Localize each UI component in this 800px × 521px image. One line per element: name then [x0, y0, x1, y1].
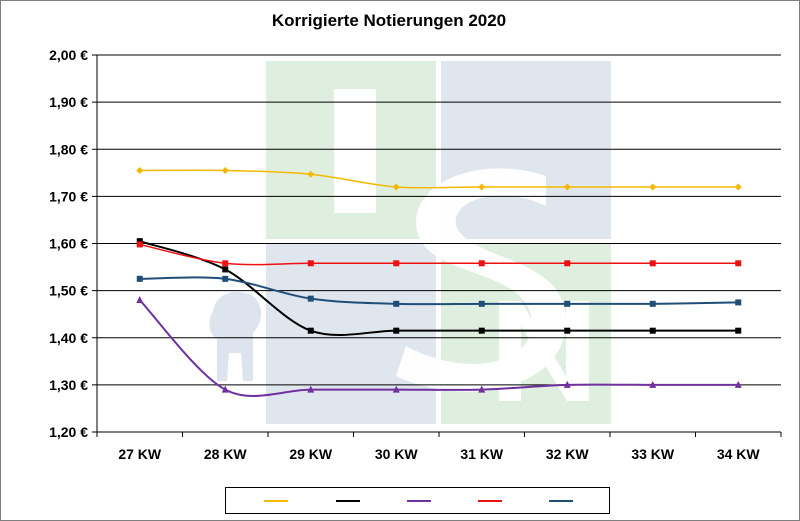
series-1 [136, 166, 742, 191]
data-point [221, 166, 229, 174]
isn-logo-watermark [209, 61, 611, 424]
data-point [307, 295, 314, 302]
data-point [478, 183, 486, 191]
data-point [563, 183, 571, 191]
legend-swatch [478, 500, 502, 502]
data-point [222, 266, 229, 273]
data-point [307, 170, 315, 178]
data-point [564, 260, 571, 267]
y-tick-label: 1,60 € [49, 236, 88, 252]
data-point [478, 300, 485, 307]
y-tick-label: 1,70 € [49, 188, 88, 204]
y-tick-label: 1,90 € [49, 94, 88, 110]
series-4 [136, 241, 742, 267]
legend [225, 487, 610, 514]
data-point [307, 327, 314, 334]
x-tick-label: 30 KW [375, 446, 419, 462]
x-tick-label: 34 KW [717, 446, 761, 462]
data-point [649, 327, 656, 334]
x-tick-label: 33 KW [631, 446, 675, 462]
data-point [136, 166, 144, 174]
y-tick-label: 2,00 € [49, 47, 88, 63]
x-tick-label: 31 KW [460, 446, 504, 462]
y-axis-tick-labels: 1,20 € 1,30 € 1,40 € 1,50 € 1,60 € 1,70 € 1,80… [49, 47, 88, 440]
data-point [222, 275, 229, 282]
y-tick-label: 1,50 € [49, 283, 88, 299]
y-tick-label: 1,80 € [49, 141, 88, 157]
data-point [392, 385, 400, 393]
series-line [139, 243, 739, 266]
data-point [563, 380, 571, 388]
x-tick-label: 27 KW [118, 446, 162, 462]
data-point [392, 183, 400, 191]
legend-swatch [549, 500, 573, 502]
data-point [393, 300, 400, 307]
data-point [136, 296, 144, 304]
legend-swatch [336, 500, 360, 502]
data-point [649, 380, 657, 388]
series-lines [136, 166, 742, 397]
data-point [649, 260, 656, 267]
data-point [136, 275, 143, 282]
data-point [478, 385, 486, 393]
data-point [735, 260, 742, 267]
series-line [139, 276, 739, 306]
data-point [136, 241, 143, 248]
x-tick-label: 29 KW [289, 446, 333, 462]
series-line [139, 240, 739, 337]
y-tick-label: 1,40 € [49, 330, 88, 346]
series-line [139, 169, 739, 189]
y-tick-label: 1,30 € [49, 377, 88, 393]
x-axis-tick-labels: 27 KW 28 KW 29 KW 30 KW 31 KW 32 KW 33 KW 34 KW [96, 432, 782, 462]
data-point [564, 300, 571, 307]
data-point [734, 183, 742, 191]
data-point [307, 260, 314, 267]
data-point [478, 327, 485, 334]
data-point [735, 327, 742, 334]
data-point [136, 238, 143, 245]
data-point [222, 260, 229, 267]
series-5 [136, 275, 742, 307]
x-tick-label: 32 KW [546, 446, 590, 462]
series-2 [136, 238, 742, 337]
data-point [649, 183, 657, 191]
data-point [307, 385, 315, 393]
data-point [393, 327, 400, 334]
y-tick-label: 1,20 € [49, 424, 88, 440]
data-point [221, 385, 229, 393]
x-tick-label: 28 KW [204, 446, 248, 462]
series-3 [136, 296, 742, 397]
data-point [734, 380, 742, 388]
chart-title: Korrigierte Notierungen 2020 [271, 11, 507, 30]
data-point [478, 260, 485, 267]
data-point [393, 260, 400, 267]
data-point [564, 327, 571, 334]
legend-swatch [407, 500, 431, 502]
data-point [735, 299, 742, 306]
legend-swatch [264, 500, 288, 502]
data-point [649, 300, 656, 307]
